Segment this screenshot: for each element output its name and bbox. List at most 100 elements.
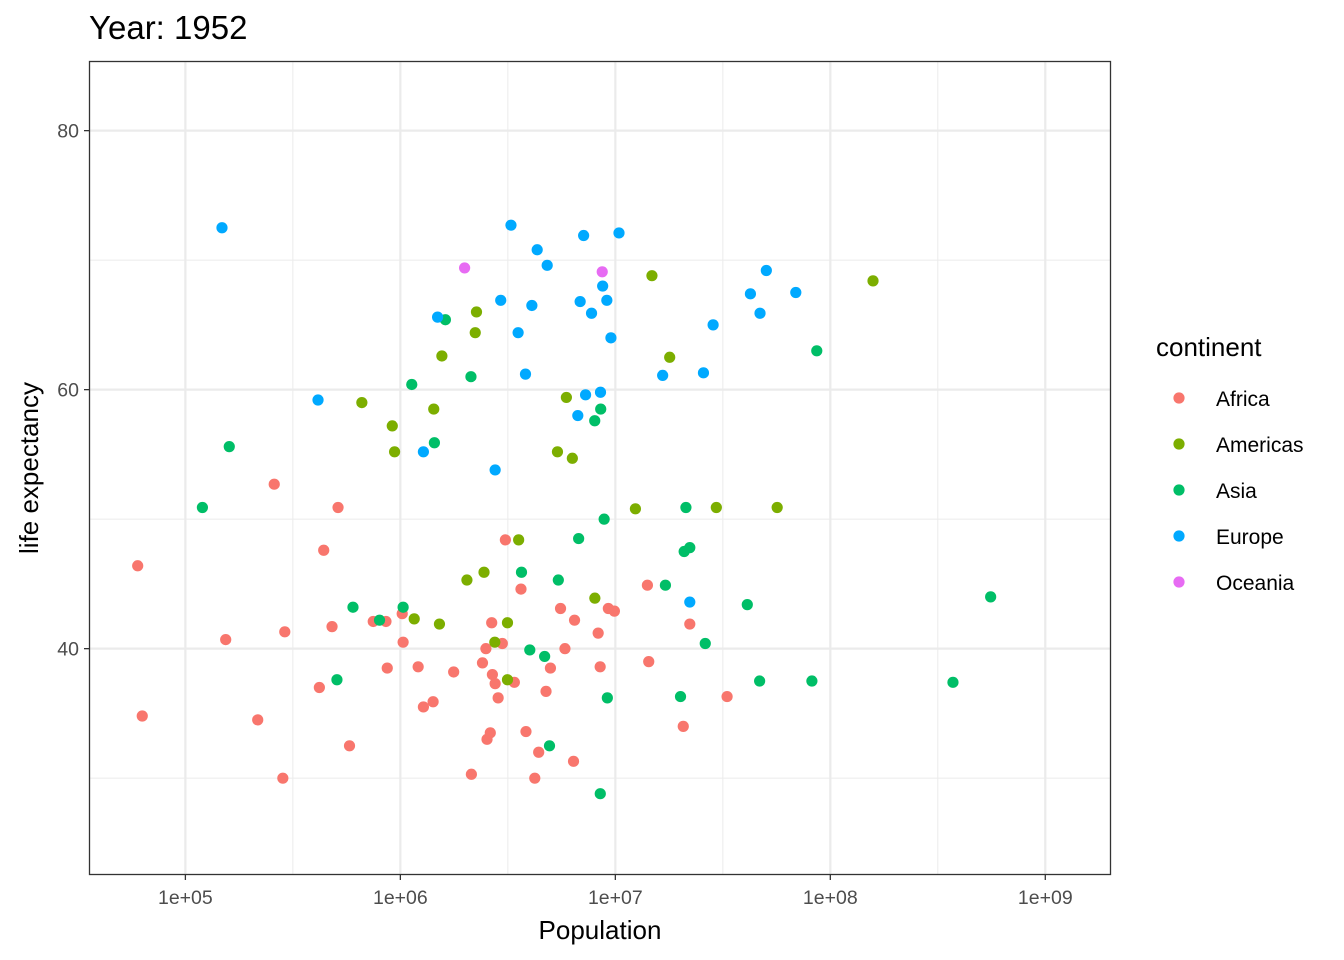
x-tick-label: 1e+08 [803, 887, 858, 909]
data-point-americas [710, 501, 722, 514]
data-point-americas [356, 396, 368, 409]
data-point-asia [947, 676, 959, 688]
data-point-africa [544, 662, 557, 674]
legend-key-africa [1173, 392, 1185, 404]
data-point-asia [741, 599, 753, 611]
data-point-africa [643, 656, 655, 668]
data-point-americas [428, 403, 440, 415]
data-point-africa [326, 621, 338, 633]
data-point-africa [277, 772, 289, 784]
data-point-africa [684, 618, 696, 630]
data-point-americas [501, 617, 514, 629]
data-point-africa [515, 583, 527, 595]
data-point-americas [551, 446, 564, 458]
data-point-europe [431, 311, 444, 323]
data-point-asia [806, 675, 818, 687]
data-point-africa [721, 690, 733, 703]
legend-key-americas [1173, 438, 1185, 450]
data-point-asia [595, 403, 607, 415]
x-tick-label: 1e+07 [588, 887, 643, 909]
data-point-africa [492, 692, 504, 704]
data-point-asia [331, 674, 343, 686]
data-point-americas [386, 420, 398, 432]
data-point-europe [541, 259, 553, 271]
data-point-africa [567, 755, 580, 767]
data-point-asia [196, 501, 209, 514]
data-point-americas [433, 618, 446, 630]
data-point-africa [132, 560, 144, 572]
data-point-europe [790, 286, 802, 299]
data-point-asia [515, 566, 528, 578]
legend-key-oceania [1173, 576, 1185, 588]
legend-label-oceania: Oceania [1216, 572, 1295, 595]
x-tick-label: 1e+06 [373, 887, 428, 909]
data-point-asia [594, 788, 606, 800]
data-point-americas [513, 534, 525, 546]
data-point-africa [520, 725, 532, 738]
data-point-africa [486, 668, 498, 681]
legend-label-americas: Americas [1216, 434, 1304, 457]
data-point-asia [573, 532, 585, 545]
data-point-americas [589, 592, 601, 604]
data-point-europe [601, 294, 613, 306]
legend-label-africa: Africa [1216, 388, 1270, 411]
data-point-americas [436, 350, 448, 362]
data-point-asia [674, 690, 687, 703]
axis-ticks: 1e+05 1e+06 1e+07 1e+08 1e+09 40 60 80 [57, 121, 1072, 909]
data-point-africa [533, 746, 545, 758]
plot-grid [90, 62, 1110, 874]
data-point-americas [560, 391, 572, 404]
data-point-europe [519, 368, 532, 380]
data-point-asia [684, 542, 696, 554]
data-point-asia [539, 650, 551, 663]
data-point-americas [867, 275, 879, 287]
data-point-africa [381, 662, 393, 674]
x-tick-label: 1e+09 [1018, 887, 1073, 909]
data-point-asia [985, 591, 997, 603]
data-point-africa [594, 661, 606, 673]
data-point-asia [699, 637, 711, 650]
data-point-africa [268, 478, 280, 490]
data-point-europe [574, 295, 586, 308]
y-tick-label: 60 [57, 380, 79, 402]
data-point-asia [589, 415, 601, 427]
data-point-africa [554, 602, 567, 615]
data-point-africa [465, 768, 477, 780]
data-point-asia [428, 437, 441, 449]
chart-title: Year: 1952 [89, 9, 247, 46]
data-point-americas [629, 503, 642, 515]
data-point-africa [412, 661, 424, 673]
data-point-americas [501, 674, 514, 686]
plot-panel-border [88, 60, 1112, 876]
data-point-europe [495, 294, 507, 306]
data-point-africa [529, 772, 541, 784]
data-point-asia [223, 441, 235, 453]
data-point-europe [526, 299, 538, 312]
data-point-americas [489, 636, 501, 648]
data-point-africa [318, 544, 330, 556]
data-point-asia [524, 644, 536, 656]
data-point-oceania [459, 262, 471, 274]
legend-key-asia [1173, 484, 1185, 496]
data-point-asia [397, 601, 409, 613]
data-point-asia [465, 371, 477, 383]
data-point-americas [469, 327, 481, 339]
x-axis-title: Population [539, 915, 662, 945]
data-point-africa [592, 627, 604, 639]
data-point-africa [136, 710, 148, 722]
data-point-asia [598, 513, 610, 525]
data-point-africa [568, 614, 581, 626]
data-point-europe [531, 244, 543, 256]
data-point-europe [760, 264, 772, 277]
data-point-africa [332, 501, 344, 514]
data-point-europe [605, 332, 617, 344]
y-axis-title: life expectancy [14, 382, 44, 554]
data-point-africa [608, 605, 620, 617]
data-point-americas [664, 351, 676, 363]
data-point-americas [470, 306, 483, 318]
y-tick-label: 80 [57, 121, 79, 143]
data-point-europe [505, 219, 517, 231]
data-point-asia [347, 601, 359, 613]
legend: continent Africa Americas Asia Europe Oceani… [1156, 332, 1304, 595]
data-point-europe [578, 229, 590, 242]
